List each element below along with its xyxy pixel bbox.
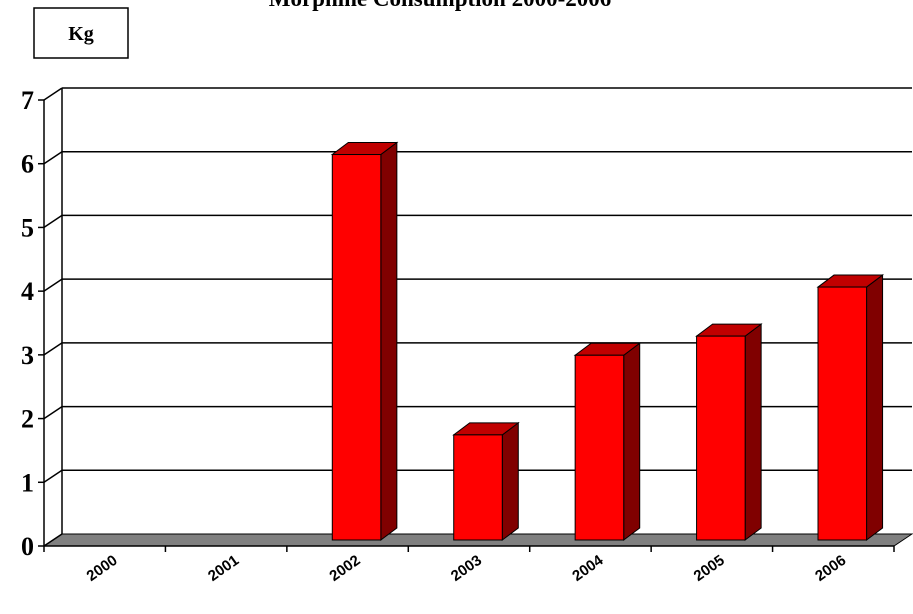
unit-label-box	[33, 7, 129, 59]
y-tick-label: 4	[21, 277, 34, 306]
bar-side	[501, 421, 519, 541]
bar-side	[380, 141, 398, 541]
y-axis-slant	[43, 278, 63, 292]
y-axis-slant	[43, 469, 63, 483]
y-axis-slant	[43, 87, 63, 101]
unit-label: Kg	[68, 23, 94, 45]
bar	[574, 354, 625, 541]
y-axis-slant	[43, 151, 63, 165]
y-axis-slant	[43, 533, 63, 547]
bar	[453, 434, 503, 541]
y-tick-label: 2	[21, 405, 34, 434]
y-axis-slant	[43, 405, 63, 420]
y-tick-label: 6	[21, 150, 34, 179]
y-tick-label: 0	[21, 532, 34, 561]
x-tick-label: 2005	[691, 552, 728, 585]
x-tick-label: 2004	[569, 551, 607, 584]
y-tick-label: 5	[21, 213, 34, 242]
bar	[817, 286, 868, 541]
bar-side	[866, 274, 884, 541]
y-tick-label: 3	[21, 341, 34, 370]
x-tick-label: 2003	[448, 552, 485, 585]
y-axis-slant	[43, 214, 63, 229]
bar	[696, 335, 746, 541]
chart-title: Morphine Consumption 2000-2006	[269, 0, 611, 11]
bar	[331, 154, 382, 541]
bar-side	[744, 323, 762, 541]
bar-side	[623, 342, 641, 541]
x-tick-label: 2006	[812, 552, 849, 585]
y-tick-label: 7	[21, 86, 34, 115]
y-axis-slant	[43, 342, 63, 356]
x-tick-label: 2002	[326, 552, 363, 585]
x-tick-label: 2001	[205, 552, 242, 585]
y-tick-label: 1	[21, 468, 34, 497]
x-tick-label: 2000	[84, 552, 121, 585]
